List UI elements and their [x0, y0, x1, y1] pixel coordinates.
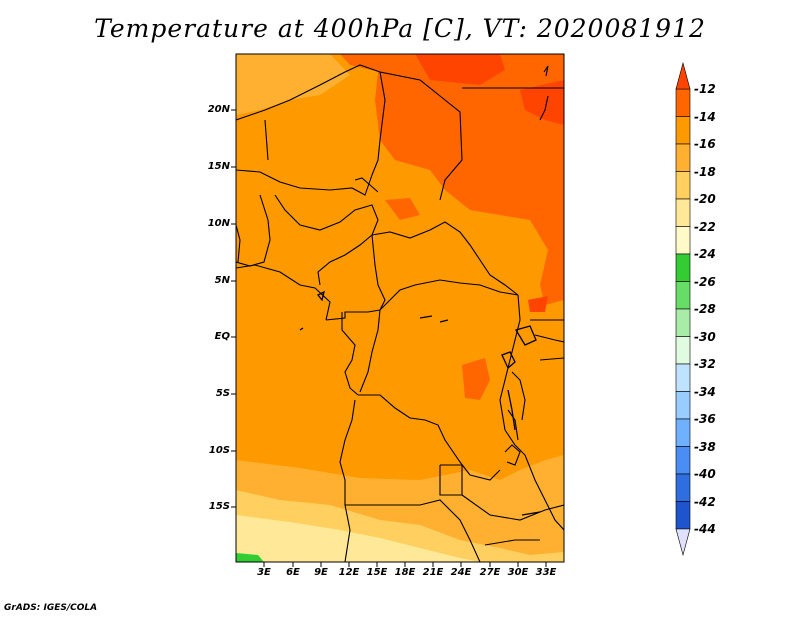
country-borders	[236, 64, 564, 562]
lon-label-3e: 3E	[257, 567, 271, 578]
colorbar-label: -38	[694, 439, 716, 454]
lon-label-24e: 24E	[450, 567, 472, 578]
colorbar-bottom-arrow	[675, 528, 691, 557]
colorbar-label: -44	[694, 522, 716, 536]
colorbar-label: -18	[694, 164, 716, 179]
field-north-cooler	[236, 54, 350, 115]
colorbar-swatch	[675, 501, 691, 530]
colorbar-label: -20	[694, 192, 716, 206]
field-cool-band-3	[236, 515, 480, 562]
field-warmest-small	[528, 296, 548, 312]
colorbar-swatch	[675, 253, 691, 282]
lat-label-5n: 5N	[214, 275, 230, 286]
lon-label-30e: 30E	[507, 567, 529, 578]
latitude-ticks	[231, 109, 236, 508]
field-warmest-east	[520, 80, 564, 125]
temperature-field	[236, 54, 564, 562]
colorbar-swatch	[675, 391, 691, 420]
colorbar-label: -24	[694, 247, 716, 261]
colorbar-swatch	[675, 363, 691, 392]
colorbar-swatch	[675, 336, 691, 365]
lon-label-12e: 12E	[338, 567, 360, 578]
colorbar-label: -36	[694, 412, 716, 426]
lat-label-15n: 15N	[207, 161, 230, 172]
map-frame	[235, 53, 565, 563]
colorbar-label: -16	[694, 137, 716, 151]
colorbar-swatch	[675, 281, 691, 310]
lat-label-eq: EQ	[214, 331, 230, 342]
colorbar-label: -28	[694, 302, 716, 316]
lon-label-33e: 33E	[535, 567, 557, 578]
colorbar-top-arrow	[675, 61, 691, 90]
lon-label-15e: 15E	[366, 567, 388, 578]
colorbar-swatch	[675, 418, 691, 447]
colorbar-swatch	[675, 473, 691, 502]
lat-label-5s: 5S	[215, 388, 230, 399]
field-green-patch	[236, 553, 264, 562]
lon-label-18e: 18E	[394, 567, 416, 578]
field-warm-patch-2	[385, 198, 420, 220]
field-warm-top	[340, 54, 420, 72]
colorbar-swatch	[675, 143, 691, 172]
field-warmest-north	[415, 54, 505, 85]
colorbar-label: -12	[694, 82, 716, 96]
colorbar-label: -30	[694, 329, 716, 344]
colorbar-label: -32	[694, 357, 716, 371]
colorbar-label: -40	[694, 467, 716, 481]
lon-label-6e: 6E	[286, 567, 300, 578]
colorbar-swatch	[675, 198, 691, 227]
colorbar-label: -34	[694, 384, 716, 399]
field-warm-patch	[462, 358, 490, 400]
colorbar-label: -26	[694, 274, 716, 289]
colorbar-swatch	[675, 308, 691, 337]
lakes	[299, 290, 541, 516]
colorbar-label: -42	[694, 494, 716, 509]
lat-label-15s: 15S	[208, 501, 230, 512]
longitude-ticks	[263, 562, 547, 567]
lon-label-9e: 9E	[314, 567, 328, 578]
footer-credit: GrADS: IGES/COLA	[4, 603, 98, 613]
lat-label-20n: 20N	[207, 104, 230, 115]
colorbar-label: -22	[694, 219, 716, 234]
field-warm-northeast	[375, 54, 564, 305]
colorbar-swatch	[675, 226, 691, 255]
lat-label-10n: 10N	[207, 218, 230, 229]
colorbar-swatch	[675, 116, 691, 145]
colorbar-label: -14	[694, 109, 716, 124]
colorbar	[675, 61, 691, 557]
lon-label-21e: 21E	[422, 567, 444, 578]
colorbar-swatch	[675, 88, 691, 117]
map-title: Temperature at 400hPa [C], VT: 202008191…	[94, 14, 706, 43]
colorbar-swatch	[675, 446, 691, 475]
colorbar-swatch	[675, 171, 691, 200]
lat-label-10s: 10S	[208, 445, 230, 456]
lon-label-27e: 27E	[479, 567, 501, 578]
